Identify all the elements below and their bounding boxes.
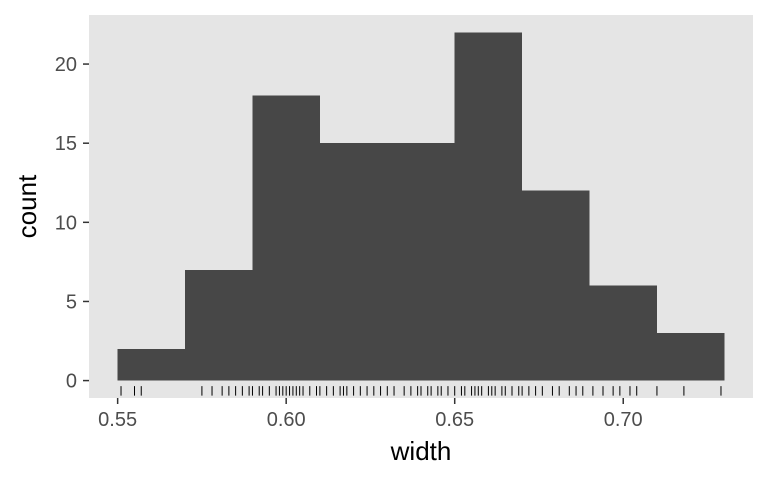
x-tick-label: 0.55 <box>98 409 137 431</box>
y-tick-label: 0 <box>66 371 77 393</box>
histogram-bar-4 <box>319 143 388 381</box>
y-tick-label: 5 <box>66 291 77 313</box>
x-tick-label: 0.70 <box>604 409 643 431</box>
x-axis: 0.55 0.60 0.65 0.70 <box>98 398 643 431</box>
histogram-bar-5 <box>387 143 455 381</box>
rug-group <box>120 386 722 396</box>
y-tick-label: 15 <box>55 133 77 155</box>
histogram-bar-8 <box>589 285 657 381</box>
histogram-bar-6 <box>454 32 523 381</box>
x-axis-title: width <box>390 436 452 466</box>
histogram-bar-2 <box>185 269 253 381</box>
y-tick-label: 20 <box>55 54 77 76</box>
y-axis: 0 5 10 15 20 <box>55 54 89 393</box>
histogram-bar-3 <box>252 95 320 381</box>
x-tick-label: 0.65 <box>435 409 474 431</box>
y-axis-title: count <box>12 174 42 238</box>
histogram-bar-9 <box>656 333 725 381</box>
x-tick-label: 0.60 <box>267 409 306 431</box>
histogram-bar-7 <box>522 190 590 381</box>
histogram-bar-1 <box>117 348 186 381</box>
bars-group <box>117 32 725 381</box>
y-tick-label: 10 <box>55 212 77 234</box>
